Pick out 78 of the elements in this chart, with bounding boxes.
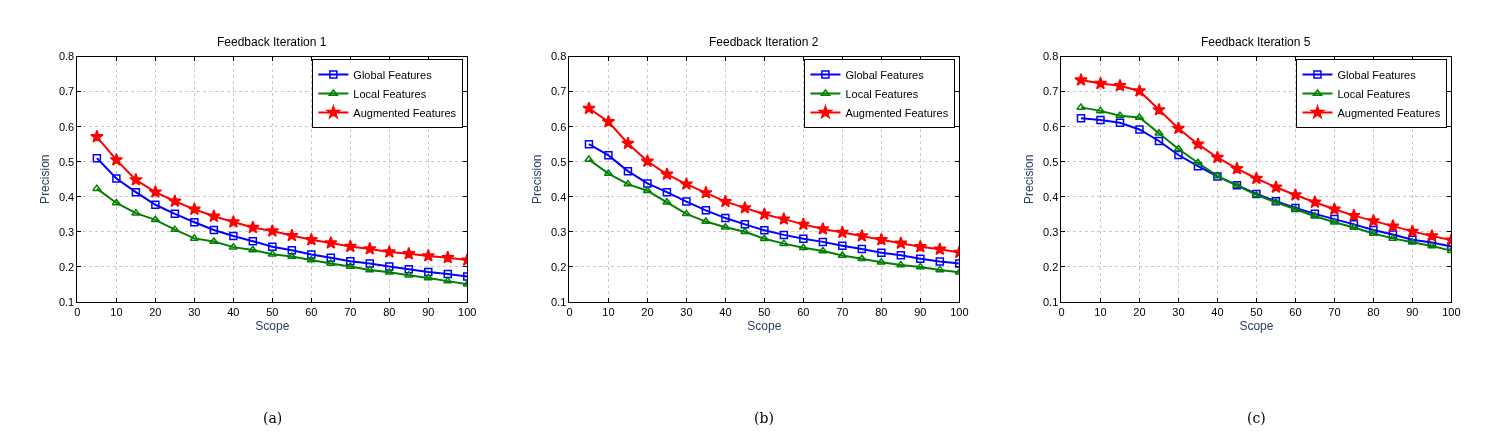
x-tick-label: 40 [227,305,240,318]
y-tick-label: 0.1 [1043,295,1059,308]
x-tick-label: 50 [758,305,771,318]
y-tick-label: 0.2 [58,260,75,273]
y-tick-label: 0.3 [550,225,567,238]
y-tick-label: 0.8 [58,50,75,63]
x-tick-label: 40 [719,305,732,318]
x-tick-label: 60 [305,305,318,318]
y-tick-label: 0.4 [58,190,75,203]
legend-label: Local Features [1337,87,1411,100]
y-tick-label: 0.8 [550,50,567,63]
y-tick-label: 0.4 [550,190,567,203]
x-tick-label: 100 [458,305,477,318]
y-tick-label: 0.1 [550,295,567,308]
y-tick-label: 0.7 [550,85,567,98]
y-tick-label: 0.7 [1043,85,1059,98]
legend-label: Global Features [845,68,925,81]
y-tick-label: 0.5 [58,155,75,168]
x-tick-label: 30 [188,305,201,318]
x-tick-label: 0 [1058,305,1065,318]
y-axis-title: Precision [38,154,53,204]
x-axis-title: Scope [255,318,290,333]
x-tick-label: 50 [1250,305,1263,318]
x-tick-label: 20 [149,305,162,318]
text: (b) [754,410,774,426]
legend-label: Global Features [1337,68,1417,81]
x-tick-label: 0 [74,305,81,318]
legend-label: Augmented Features [845,106,949,119]
x-tick-label: 90 [422,305,435,318]
legend-label: Augmented Features [1337,106,1441,119]
x-tick-label: 0 [566,305,573,318]
legend-label: Local Features [845,87,919,100]
chart-title: Feedback Iteration 2 [709,35,819,49]
y-tick-label: 0.3 [1043,225,1059,238]
x-tick-label: 60 [1289,305,1302,318]
x-tick-label: 20 [1133,305,1146,318]
x-tick-label: 30 [680,305,693,318]
x-tick-label: 80 [875,305,888,318]
x-tick-label: 70 [1328,305,1341,318]
x-tick-label: 70 [836,305,849,318]
y-tick-label: 0.6 [550,120,567,133]
y-tick-label: 0.4 [1043,190,1059,203]
x-axis-title: Scope [1239,318,1274,333]
x-tick-label: 100 [950,305,969,318]
chart-title: Feedback Iteration 5 [1201,35,1311,49]
chart-title: Feedback Iteration 1 [217,35,327,49]
x-tick-label: 10 [110,305,123,318]
legend-label: Augmented Features [353,106,457,119]
x-tick-label: 100 [1442,305,1461,318]
x-tick-label: 90 [1406,305,1419,318]
x-tick-label: 10 [1094,305,1107,318]
y-axis-title: Precision [530,154,545,204]
y-tick-label: 0.8 [1043,50,1059,63]
x-tick-label: 30 [1172,305,1185,318]
x-axis-title: Scope [747,318,782,333]
x-tick-label: 10 [602,305,615,318]
y-axis-title: Precision [1022,154,1037,204]
y-tick-label: 0.1 [58,295,75,308]
y-tick-label: 0.6 [1043,120,1059,133]
y-tick-label: 0.5 [1043,155,1059,168]
y-tick-label: 0.6 [58,120,75,133]
x-tick-label: 20 [641,305,654,318]
text: (a) [263,410,283,426]
y-tick-label: 0.2 [550,260,567,273]
legend-label: Local Features [353,87,427,100]
x-tick-label: 90 [914,305,927,318]
x-tick-label: 80 [1367,305,1380,318]
x-tick-label: 50 [266,305,279,318]
text: (c) [1247,410,1266,426]
y-tick-label: 0.2 [1043,260,1059,273]
y-tick-label: 0.3 [58,225,75,238]
x-tick-label: 60 [797,305,810,318]
y-tick-label: 0.7 [58,85,75,98]
x-tick-label: 40 [1211,305,1224,318]
y-tick-label: 0.5 [550,155,567,168]
legend-label: Global Features [353,68,433,81]
x-tick-label: 70 [344,305,357,318]
x-tick-label: 80 [383,305,396,318]
